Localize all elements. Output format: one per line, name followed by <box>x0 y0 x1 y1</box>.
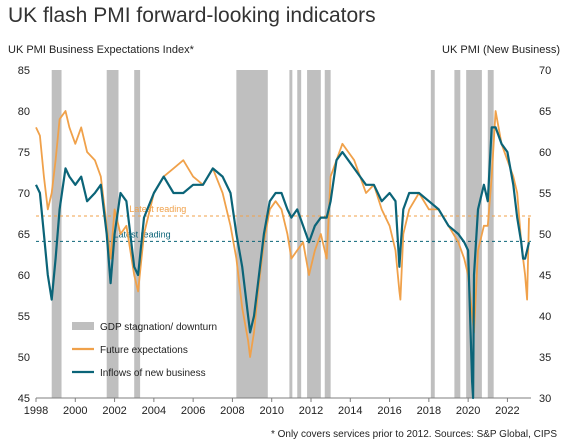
y-right-tick-label: 60 <box>539 147 551 159</box>
shaded-period <box>297 70 302 398</box>
shaded-period <box>487 70 494 398</box>
y-right-tick-label: 30 <box>539 393 551 405</box>
chart-title: UK flash PMI forward-looking indicators <box>8 4 376 27</box>
y-left-tick-label: 45 <box>18 393 30 405</box>
y-right-tick-label: 70 <box>539 65 551 77</box>
x-tick-label: 1998 <box>24 405 48 417</box>
x-tick-label: 2022 <box>495 405 519 417</box>
x-tick-label: 2014 <box>338 405 362 417</box>
left-axis-title: UK PMI Business Expectations Index* <box>8 44 194 56</box>
x-tick-label: 2020 <box>456 405 480 417</box>
series-layer <box>35 110 531 400</box>
right-axis-title: UK PMI (New Business) <box>442 44 560 56</box>
y-left-tick-label: 80 <box>18 106 30 118</box>
y-left-tick-label: 55 <box>18 311 30 323</box>
y-left-tick-label: 75 <box>18 147 30 159</box>
x-tick-label: 2004 <box>142 405 166 417</box>
y-left-tick-label: 70 <box>18 188 30 200</box>
legend-label: GDP stagnation/ downturn <box>100 322 217 333</box>
x-tick-label: 2006 <box>181 405 205 417</box>
tick-label-layer: 1998 2000 2002 2004 2006 2008 2010 2012 2014 2016… <box>18 65 552 417</box>
y-left-tick-label: 85 <box>18 65 30 77</box>
y-right-tick-label: 65 <box>539 106 551 118</box>
legend: GDP stagnation/ downturn Future expectati… <box>72 322 217 379</box>
y-right-tick-label: 40 <box>539 311 551 323</box>
shaded-period <box>430 70 435 398</box>
series-line-new-business <box>35 126 531 400</box>
y-left-tick-label: 60 <box>18 270 30 282</box>
y-right-tick-label: 55 <box>539 188 551 200</box>
x-tick-label: 2016 <box>377 405 401 417</box>
x-tick-label: 2008 <box>220 405 244 417</box>
x-tick-label: 2002 <box>102 405 126 417</box>
footnote: * Only covers services prior to 2012. So… <box>270 429 557 440</box>
x-tick-label: 2012 <box>299 405 323 417</box>
x-tick-label: 2000 <box>63 405 87 417</box>
y-right-tick-label: 35 <box>539 352 551 364</box>
x-tick-label: 2018 <box>417 405 441 417</box>
y-right-tick-label: 45 <box>539 270 551 282</box>
shaded-period <box>289 70 293 398</box>
legend-label: Future expectations <box>100 345 188 356</box>
axis-layer <box>35 397 531 402</box>
y-left-tick-label: 50 <box>18 352 30 364</box>
shaded-period <box>307 70 321 398</box>
legend-label: Inflows of new business <box>100 368 206 379</box>
reference-line-label: Latest reading <box>129 204 186 214</box>
x-tick-label: 2010 <box>259 405 283 417</box>
y-right-tick-label: 50 <box>539 229 551 241</box>
legend-swatch-shading <box>72 322 94 330</box>
y-left-tick-label: 65 <box>18 229 30 241</box>
shaded-period <box>134 70 141 398</box>
